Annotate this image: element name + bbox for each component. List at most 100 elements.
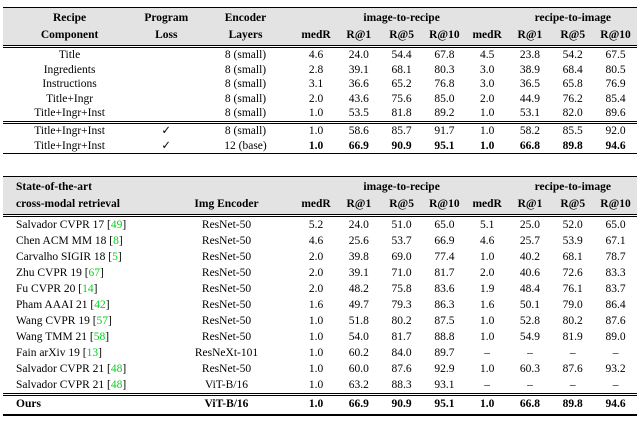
table-row: Ours ViT-B/16 1.0 66.9 90.9 95.1 1.0 66.8 89.8 94… xyxy=(3,395,637,415)
citation-link[interactable]: 67 xyxy=(88,267,101,280)
metric-cell: 52.8 xyxy=(519,315,541,328)
metric-cell: 76.9 xyxy=(605,78,626,91)
metric-cell: 49.7 xyxy=(348,299,369,312)
method-cell: Carvalho SIGIR 18 [5] xyxy=(16,251,122,264)
citation-link[interactable]: 57 xyxy=(96,315,109,328)
metric-cell: 5.1 xyxy=(479,219,495,232)
component-cell: Title+Ingr+Inst xyxy=(34,139,105,152)
encoder-cell: 8 (small) xyxy=(224,49,267,61)
metric-cell: 81.7 xyxy=(391,331,412,344)
method-cell: Zhu CVPR 19 [67] xyxy=(16,267,104,280)
metric-cell: 39.1 xyxy=(348,63,369,76)
metric-cell: – xyxy=(527,347,533,360)
metric-cell: 82.0 xyxy=(562,107,583,120)
metric-cell: 67.8 xyxy=(434,49,455,61)
table-row: Zhu CVPR 19 [67] ResNet-50 2.0 39.1 71.0 81.7… xyxy=(3,265,637,281)
citation-link[interactable]: 48 xyxy=(110,379,123,392)
metric-cell: 83.6 xyxy=(434,283,455,296)
metric-cell: 89.6 xyxy=(605,107,626,120)
citation-link[interactable]: 14 xyxy=(82,283,94,296)
metric-cell: 48.2 xyxy=(348,283,369,296)
metric-cell: 66.8 xyxy=(519,398,541,411)
metric-cell: – xyxy=(527,379,533,392)
method-cell: Salvador CVPR 21 [48] xyxy=(16,379,127,392)
metric-cell: 60.0 xyxy=(348,363,369,376)
metric-cell: 79.0 xyxy=(562,299,583,312)
metric-cell: 54.0 xyxy=(348,331,369,344)
metric-cell: 85.5 xyxy=(562,124,583,137)
ablation-rows-group1: Title 8 (small) 4.6 24.0 54.4 67.8 4.5 23.8 54.2… xyxy=(3,47,637,123)
metric-cell: 75.6 xyxy=(391,92,412,105)
citation-link[interactable]: 49 xyxy=(110,219,123,232)
metric-cell: 76.2 xyxy=(562,92,583,105)
sota-table: State-of-the-art image-to-recipe recipe-… xyxy=(3,176,637,416)
component-cell: Ingredients xyxy=(43,63,96,76)
metric-cell: 53.9 xyxy=(562,235,583,248)
metric-cell: 58.6 xyxy=(348,124,369,137)
header-r5: R@5 xyxy=(551,26,595,47)
table-row: Instructions 8 (small) 3.1 36.6 65.2 76.8 3.0 3… xyxy=(3,77,637,92)
metric-cell: 1.6 xyxy=(308,299,324,312)
metric-cell: 89.7 xyxy=(434,347,455,360)
table-row: Title+Ingr+Inst ✓ 12 (base) 1.0 66.9 90.9 95.1… xyxy=(3,139,637,154)
header-r10: R@10 xyxy=(594,195,637,216)
table-row: Fain arXiv 19 [13] ResNeXt-101 1.0 60.2 84.0… xyxy=(3,345,637,361)
metric-cell: 1.0 xyxy=(308,124,324,137)
component-cell: Instructions xyxy=(42,78,97,91)
citation-link[interactable]: 8 xyxy=(113,235,119,248)
metric-cell: 4.6 xyxy=(308,235,324,248)
component-cell: Title+Ingr xyxy=(46,92,94,105)
metric-cell: 87.5 xyxy=(434,315,455,328)
metric-cell: 95.1 xyxy=(434,398,455,411)
header-sota-line1: State-of-the-art xyxy=(3,176,159,196)
loss-cell xyxy=(136,77,196,92)
metric-cell: 87.6 xyxy=(562,363,583,376)
metric-cell: – xyxy=(612,379,619,392)
metric-cell: 1.0 xyxy=(479,107,495,120)
sota-rows: Salvador CVPR 17 [49] ResNet-50 5.2 24.0 51.… xyxy=(3,216,637,395)
header-r1: R@1 xyxy=(508,26,552,47)
table-row: Salvador CVPR 17 [49] ResNet-50 5.2 24.0 51.… xyxy=(3,216,637,234)
metric-cell: 60.3 xyxy=(519,363,541,376)
header-r5: R@5 xyxy=(380,26,423,47)
metric-cell: 69.0 xyxy=(391,251,412,264)
citation-link[interactable]: 13 xyxy=(86,347,99,360)
metric-cell: – xyxy=(569,379,576,392)
metric-cell: 65.0 xyxy=(605,219,626,232)
header-spacer xyxy=(294,7,338,27)
metric-cell: 93.2 xyxy=(605,363,626,376)
metric-cell: 71.0 xyxy=(391,267,412,280)
metric-cell: 67.1 xyxy=(605,235,626,248)
header-r1: R@1 xyxy=(508,195,552,216)
sota-table-header: State-of-the-art image-to-recipe recipe-… xyxy=(3,176,637,216)
metric-cell: 5.2 xyxy=(308,219,324,232)
metric-cell: 51.0 xyxy=(391,219,412,232)
method-cell: Salvador CVPR 21 [48] xyxy=(16,363,127,376)
ablation-table: Recipe Program Encoder image-to-recipe r… xyxy=(3,7,637,155)
encoder-cell: 12 (base) xyxy=(224,139,267,152)
metric-cell: 1.0 xyxy=(308,379,324,392)
metric-cell: 1.6 xyxy=(479,299,495,312)
ablation-table-header: Recipe Program Encoder image-to-recipe r… xyxy=(3,7,637,47)
citation-link[interactable]: 58 xyxy=(93,331,106,344)
header-img-encoder: Img Encoder xyxy=(158,195,295,216)
metric-cell: 90.9 xyxy=(391,398,412,411)
header-spacer xyxy=(158,176,295,196)
metric-cell: 72.6 xyxy=(562,267,583,280)
citation-link[interactable]: 42 xyxy=(94,299,106,312)
metric-cell: 66.9 xyxy=(348,139,369,152)
method-cell: Fain arXiv 19 [13] xyxy=(16,347,102,360)
metric-cell: 78.7 xyxy=(605,251,626,264)
metric-cell: 86.4 xyxy=(605,299,626,312)
img-encoder-cell: ResNet-50 xyxy=(201,219,252,232)
metric-cell: 23.8 xyxy=(519,49,540,61)
metric-cell: – xyxy=(484,347,491,360)
header-medr: medR xyxy=(294,26,338,47)
metric-cell: 2.0 xyxy=(479,267,495,280)
citation-link[interactable]: 48 xyxy=(110,363,123,376)
citation-link[interactable]: 5 xyxy=(112,251,118,264)
metric-cell: 81.7 xyxy=(434,267,455,280)
metric-cell: 92.0 xyxy=(605,124,626,137)
metric-cell: 68.1 xyxy=(562,251,583,264)
